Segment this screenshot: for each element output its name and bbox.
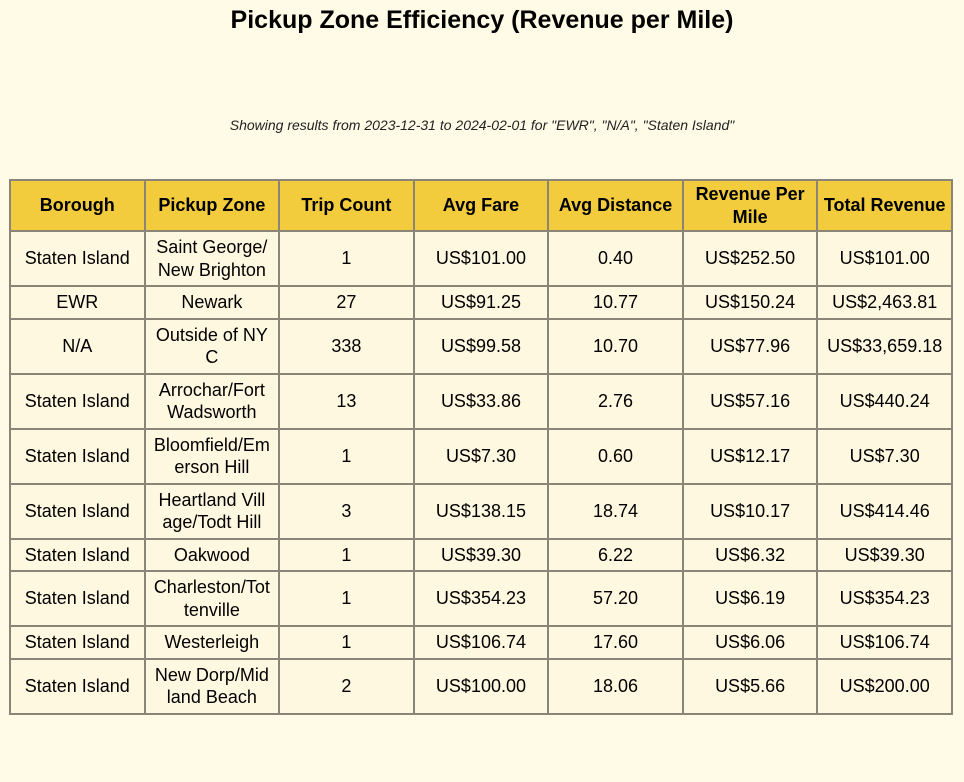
cell-total-revenue: US$200.00 [816,657,953,715]
table-row: Staten Island Westerleigh 1 US$106.74 17.60 U… [9,625,953,660]
cell-avg-distance: 0.40 [547,230,684,287]
cell-pickup-zone: Bloomfield/Emerson Hill [143,427,281,485]
column-header-pickup-zone: Pickup Zone [143,179,281,232]
table-row: Staten Island Arrochar/Fort Wadsworth 13 US… [9,372,953,430]
cell-borough: Staten Island [9,537,146,572]
cell-borough: Staten Island [9,427,146,485]
cell-avg-fare: US$99.58 [412,317,550,375]
cell-avg-distance: 17.60 [547,625,684,660]
table-row: Staten Island Saint George/New Brighton 1 U… [9,230,953,287]
table-row: Staten Island Charleston/Tottenville 1 US$3… [9,570,953,627]
cell-avg-distance: 18.06 [547,657,684,715]
column-header-revenue-per-mile: Revenue Per Mile [681,179,819,232]
cell-pickup-zone: Charleston/Tottenville [143,570,281,627]
cell-revenue-per-mile: US$10.17 [681,482,819,540]
cell-trip-count: 338 [278,317,415,375]
cell-avg-fare: US$354.23 [412,570,550,627]
cell-revenue-per-mile: US$77.96 [681,317,819,375]
column-header-avg-fare: Avg Fare [412,179,550,232]
page-title: Pickup Zone Efficiency (Revenue per Mile… [230,6,734,34]
cell-revenue-per-mile: US$5.66 [681,657,819,715]
cell-avg-distance: 6.22 [547,537,684,572]
cell-pickup-zone: New Dorp/Midland Beach [143,657,281,715]
cell-avg-fare: US$33.86 [412,372,550,430]
cell-borough: N/A [9,317,146,375]
cell-avg-fare: US$106.74 [412,625,550,660]
cell-avg-fare: US$101.00 [412,230,550,287]
cell-avg-fare: US$7.30 [412,427,550,485]
table-row: Staten Island Bloomfield/Emerson Hill 1 US$… [9,427,953,485]
cell-trip-count: 1 [278,537,415,572]
cell-trip-count: 1 [278,427,415,485]
cell-revenue-per-mile: US$6.19 [681,570,819,627]
cell-total-revenue: US$33,659.18 [816,317,953,375]
cell-borough: Staten Island [9,657,146,715]
cell-borough: Staten Island [9,230,146,287]
cell-avg-fare: US$91.25 [412,285,550,320]
cell-borough: Staten Island [9,570,146,627]
cell-revenue-per-mile: US$150.24 [681,285,819,320]
cell-trip-count: 3 [278,482,415,540]
cell-borough: Staten Island [9,482,146,540]
table-row: Staten Island Heartland Village/Todt Hill… [9,482,953,540]
table-row: N/A Outside of NYC 338 US$99.58 10.70 US$77.9… [9,317,953,375]
cell-borough: EWR [9,285,146,320]
table-row: Staten Island New Dorp/Midland Beach 2 US$1… [9,657,953,715]
cell-total-revenue: US$106.74 [816,625,953,660]
cell-total-revenue: US$101.00 [816,230,953,287]
cell-pickup-zone: Newark [143,285,281,320]
cell-avg-distance: 10.77 [547,285,684,320]
column-header-trip-count: Trip Count [278,179,415,232]
table-row: EWR Newark 27 US$91.25 10.77 US$150.24 US$2,46… [9,285,953,320]
cell-revenue-per-mile: US$6.32 [681,537,819,572]
cell-total-revenue: US$414.46 [816,482,953,540]
cell-avg-distance: 57.20 [547,570,684,627]
cell-trip-count: 1 [278,230,415,287]
cell-trip-count: 27 [278,285,415,320]
cell-total-revenue: US$354.23 [816,570,953,627]
cell-avg-distance: 0.60 [547,427,684,485]
cell-borough: Staten Island [9,625,146,660]
cell-pickup-zone: Arrochar/Fort Wadsworth [143,372,281,430]
cell-pickup-zone: Outside of NYC [143,317,281,375]
cell-pickup-zone: Oakwood [143,537,281,572]
cell-avg-distance: 18.74 [547,482,684,540]
cell-trip-count: 1 [278,625,415,660]
cell-avg-fare: US$138.15 [412,482,550,540]
cell-revenue-per-mile: US$6.06 [681,625,819,660]
cell-borough: Staten Island [9,372,146,430]
cell-pickup-zone: Saint George/New Brighton [143,230,281,287]
cell-pickup-zone: Heartland Village/Todt Hill [143,482,281,540]
filter-summary: Showing results from 2023-12-31 to 2024-… [229,117,735,133]
cell-total-revenue: US$39.30 [816,537,953,572]
cell-revenue-per-mile: US$252.50 [681,230,819,287]
table-header-row: Borough Pickup Zone Trip Count Avg Fare Avg … [9,179,953,232]
pickup-zone-table: Borough Pickup Zone Trip Count Avg Fare Avg … [9,179,953,715]
cell-pickup-zone: Westerleigh [143,625,281,660]
cell-trip-count: 13 [278,372,415,430]
column-header-borough: Borough [9,179,146,232]
cell-total-revenue: US$2,463.81 [816,285,953,320]
column-header-total-revenue: Total Revenue [816,179,953,232]
cell-avg-distance: 2.76 [547,372,684,430]
cell-revenue-per-mile: US$12.17 [681,427,819,485]
cell-avg-fare: US$39.30 [412,537,550,572]
table-row: Staten Island Oakwood 1 US$39.30 6.22 US$6.32… [9,537,953,572]
cell-total-revenue: US$7.30 [816,427,953,485]
cell-total-revenue: US$440.24 [816,372,953,430]
cell-trip-count: 1 [278,570,415,627]
cell-avg-fare: US$100.00 [412,657,550,715]
cell-trip-count: 2 [278,657,415,715]
column-header-avg-distance: Avg Distance [547,179,684,232]
cell-revenue-per-mile: US$57.16 [681,372,819,430]
cell-avg-distance: 10.70 [547,317,684,375]
